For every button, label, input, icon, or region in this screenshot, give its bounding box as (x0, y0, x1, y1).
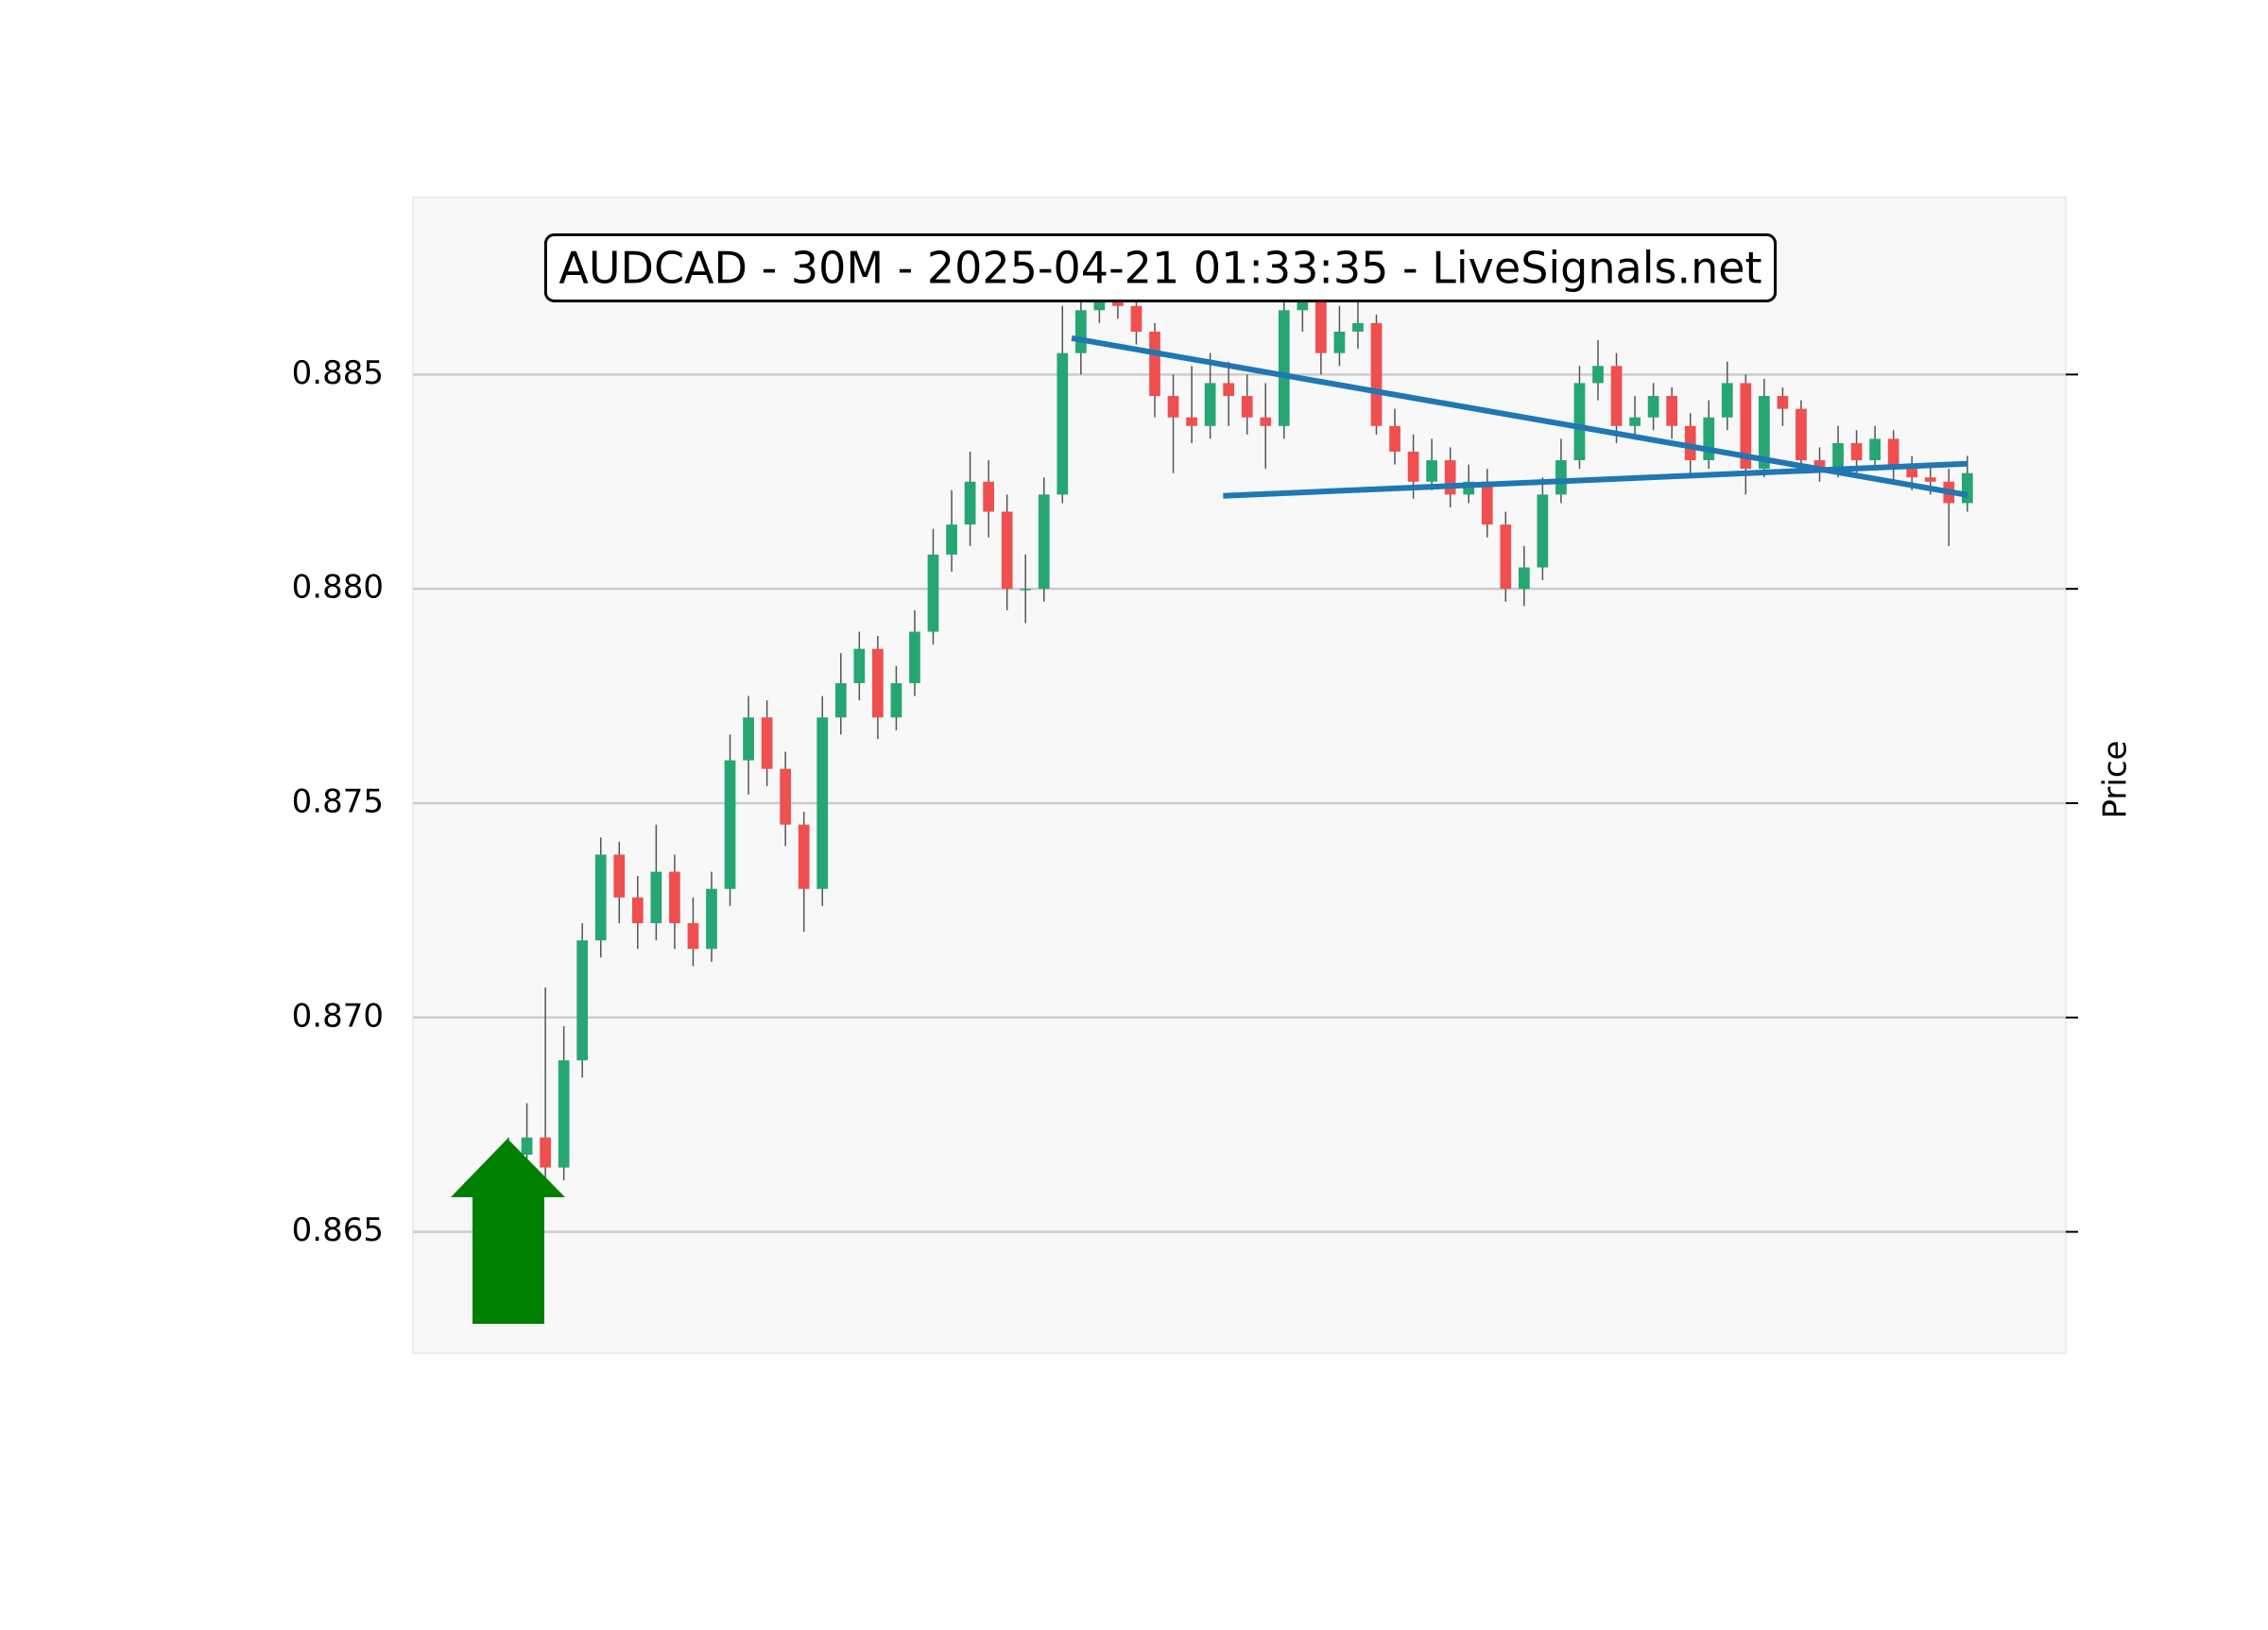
y-tick-label: 0.880 (292, 569, 384, 607)
candle-body (909, 631, 920, 683)
candle-body (1001, 511, 1013, 590)
candle-body (594, 854, 607, 941)
title-box: AUDCAD - 30M - 2025-04-21 01:33:35 - Liv… (543, 233, 1778, 302)
candle-body (1241, 396, 1253, 418)
candle-body (798, 824, 810, 889)
candle-body (761, 717, 773, 769)
candle-body (1500, 524, 1512, 590)
candle-body (1444, 460, 1456, 495)
candle-body (1555, 460, 1567, 495)
candle-body (1333, 331, 1346, 353)
grid: 0.865 0.870 0.875 0.880 0.885 (292, 354, 2078, 1249)
candle-body (540, 1137, 551, 1168)
candle-body (1481, 481, 1493, 525)
y-tick-label: 0.870 (292, 997, 384, 1035)
candle-body (946, 524, 957, 555)
candle-body (1426, 460, 1437, 482)
candle-body (1961, 472, 1973, 504)
chart-title: AUDCAD - 30M - 2025-04-21 01:33:35 - Liv… (558, 243, 1761, 294)
candle-body (1223, 383, 1235, 397)
candle-body (1592, 366, 1604, 384)
candle-body (1537, 494, 1549, 568)
y-tick-label: 0.885 (292, 354, 384, 392)
candle-body (1057, 352, 1069, 495)
candle-body (669, 871, 680, 924)
candle-body (743, 717, 754, 761)
candle-body (1297, 297, 1309, 311)
candle-body (1666, 396, 1678, 426)
candle-body (1647, 396, 1659, 418)
trend-line (1223, 460, 1967, 499)
candle-body (890, 682, 902, 718)
candle-body (1093, 297, 1106, 311)
candle-body (816, 717, 829, 889)
candle-body (687, 923, 699, 950)
candle-body (1832, 442, 1844, 470)
candle-body (1389, 425, 1400, 453)
candle-body (1315, 297, 1327, 353)
candle-body (1906, 469, 1918, 478)
candle-body (1167, 396, 1179, 418)
candle-body (1759, 396, 1770, 470)
candle-body (1850, 442, 1863, 461)
candle-body (724, 760, 736, 889)
candle-body (1610, 366, 1623, 426)
candle-body (1130, 305, 1143, 332)
candle-body (1684, 425, 1696, 461)
candle-body (613, 854, 626, 898)
candle-body (1370, 322, 1383, 426)
title-frame (543, 233, 1778, 302)
candle-body (1887, 438, 1899, 470)
candle-body (1186, 417, 1197, 426)
signal-arrow (451, 1139, 565, 1324)
candle-body (1777, 396, 1789, 409)
candle-body (576, 940, 589, 1061)
candle-body (1149, 331, 1160, 397)
plot-area (412, 197, 2067, 1354)
candle-body (1020, 589, 1032, 591)
candle-body (780, 768, 792, 825)
candle-body (1796, 408, 1807, 461)
candle-body (1260, 417, 1272, 426)
candle-body (1463, 481, 1475, 495)
candle-body (872, 648, 884, 718)
candle-body (1721, 383, 1733, 418)
candle-body (1407, 452, 1419, 482)
candle-body (1074, 310, 1087, 353)
candle-body (1869, 438, 1881, 461)
candle-body (834, 682, 847, 718)
candle-body (853, 648, 866, 683)
y-tick-label: 0.865 (292, 1211, 384, 1249)
candle-body (983, 481, 994, 512)
candle-body (1038, 494, 1050, 590)
candle-body (521, 1137, 533, 1155)
candle-body (1204, 383, 1216, 426)
candles (503, 276, 1973, 1190)
candle-body (650, 871, 662, 924)
candle-body (1352, 322, 1364, 332)
candle-body (927, 554, 939, 632)
y-tick-label: 0.875 (292, 782, 384, 820)
candle-body (1703, 417, 1715, 461)
candle-body (558, 1060, 570, 1168)
candle-body (706, 888, 717, 950)
candle-body (631, 897, 644, 924)
candle-body (1813, 460, 1826, 470)
candle-body (1740, 383, 1752, 470)
candle-body (1278, 310, 1290, 426)
candle-body (1629, 417, 1641, 426)
candle-body (1924, 477, 1936, 482)
candle-body (964, 481, 976, 525)
candle-body (1518, 567, 1530, 590)
candle-body (1573, 383, 1586, 461)
y-axis-label: Price (2097, 741, 2135, 819)
